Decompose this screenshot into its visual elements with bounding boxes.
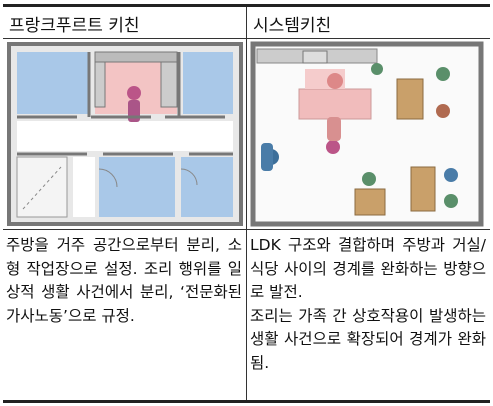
- description-cell: 주방을 거주 공간으로부터 분리, 소형 작업장으로 설정. 조리 행위를 일상…: [3, 230, 247, 402]
- description-text: 조리는 가족 간 상호작용이 발생하는 생활 사건으로 확장되어 경계가 완화됨…: [250, 306, 486, 372]
- system-kitchen-floor-plan: [250, 41, 484, 227]
- header-cell: 프랑크푸르트 키친: [3, 5, 247, 39]
- description-text: LDK 구조와 결합하며 주방과 거실/식당 사이의 경계를 완화하는 방향으로…: [250, 236, 486, 301]
- frankfurt-floor-plan: [7, 42, 243, 226]
- image-cell: [3, 38, 247, 230]
- image-cell: [246, 38, 490, 230]
- description-text: 주방을 거주 공간으로부터 분리, 소형 작업장으로 설정. 조리 행위를 일상…: [6, 236, 242, 325]
- comparison-table: 프랑크푸르트 키친 시스템키친: [3, 4, 490, 403]
- table: 프랑크푸르트 키친 시스템키친: [3, 4, 490, 403]
- header-cell: 시스템키친: [246, 5, 490, 39]
- description-cell: LDK 구조와 결합하며 주방과 거실/식당 사이의 경계를 완화하는 방향으로…: [246, 229, 490, 402]
